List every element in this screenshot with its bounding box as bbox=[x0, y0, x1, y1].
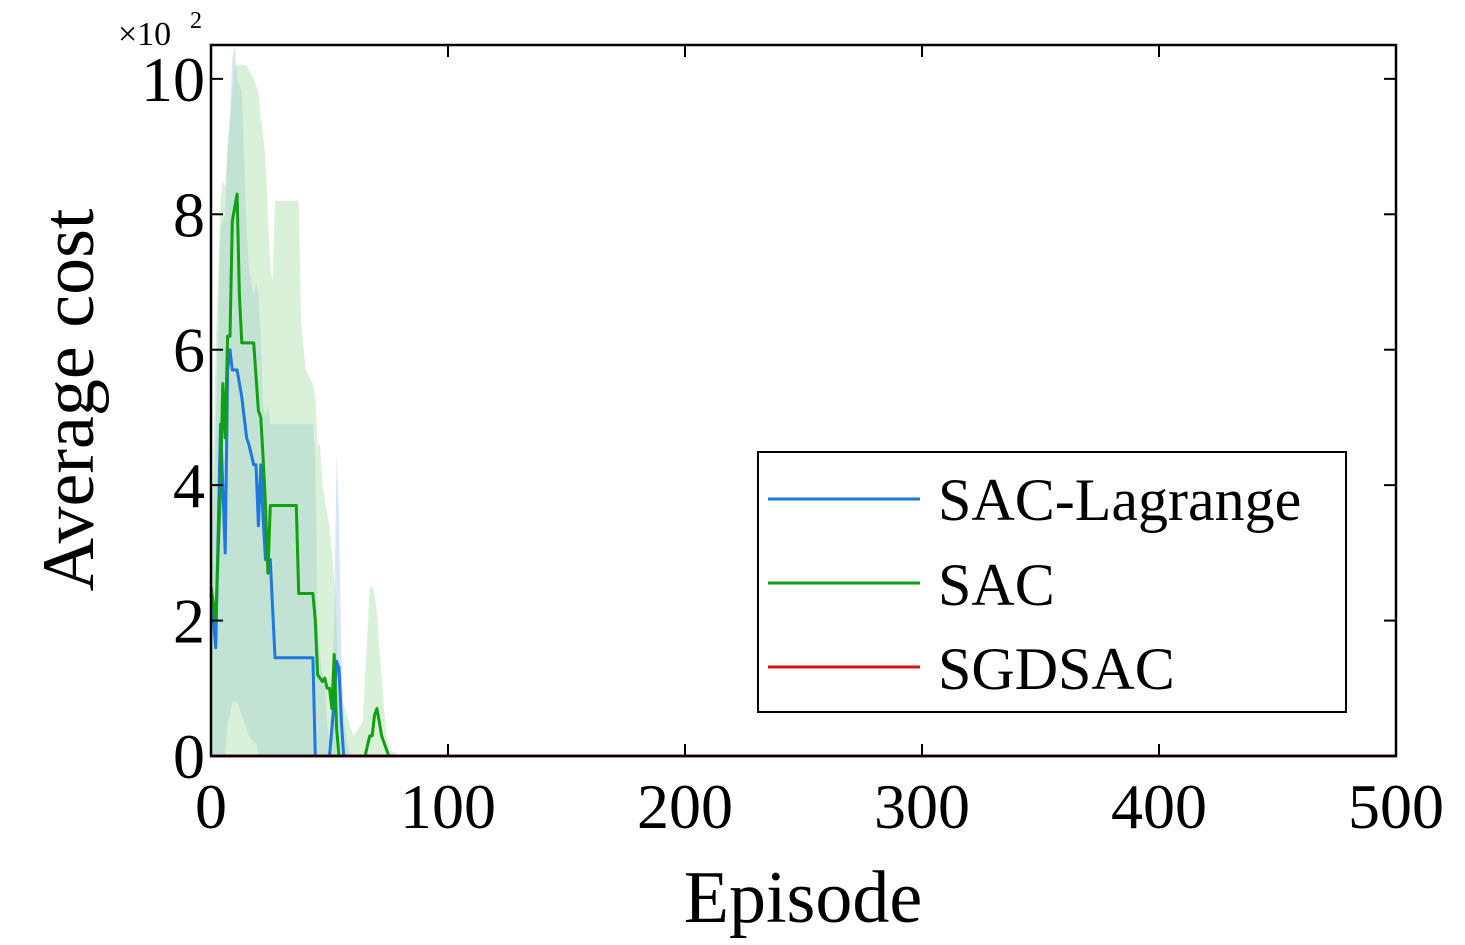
x-axis-title: Episode bbox=[684, 857, 922, 939]
legend-label-sac: SAC bbox=[938, 552, 1055, 618]
legend-label-sac-lagrange: SAC-Lagrange bbox=[938, 467, 1301, 533]
y-tick-label: 10 bbox=[141, 44, 205, 115]
y-axis-title: Average cost bbox=[28, 208, 110, 591]
y-tick-label: 0 bbox=[173, 721, 205, 792]
line-sac bbox=[209, 192, 1396, 758]
axis-ticks: 0 100 200 300 400 500 0 2 4 6 8 10 bbox=[141, 44, 1444, 842]
y-tick-label: 8 bbox=[173, 179, 205, 250]
x-tick-label: 0 bbox=[195, 771, 227, 842]
line-sac-lagrange bbox=[209, 348, 1396, 758]
x-tick-label: 100 bbox=[400, 771, 496, 842]
legend: SAC-Lagrange SAC SGDSAC bbox=[757, 451, 1347, 713]
x-tick-label: 300 bbox=[874, 771, 970, 842]
legend-label-sgdsac: SGDSAC bbox=[938, 636, 1175, 702]
x-tick-label: 400 bbox=[1111, 771, 1207, 842]
y-tick-label: 2 bbox=[173, 586, 205, 657]
x-tick-label: 500 bbox=[1348, 771, 1444, 842]
y-tick-label: 6 bbox=[173, 315, 205, 386]
y-tick-label: 4 bbox=[173, 450, 205, 521]
x-tick-label: 200 bbox=[637, 771, 733, 842]
y-multiplier: ×10 2 bbox=[118, 8, 202, 53]
plot-frame bbox=[209, 43, 1398, 758]
y-multiplier-exponent: 2 bbox=[190, 8, 202, 34]
y-multiplier-base: ×10 bbox=[118, 16, 171, 53]
